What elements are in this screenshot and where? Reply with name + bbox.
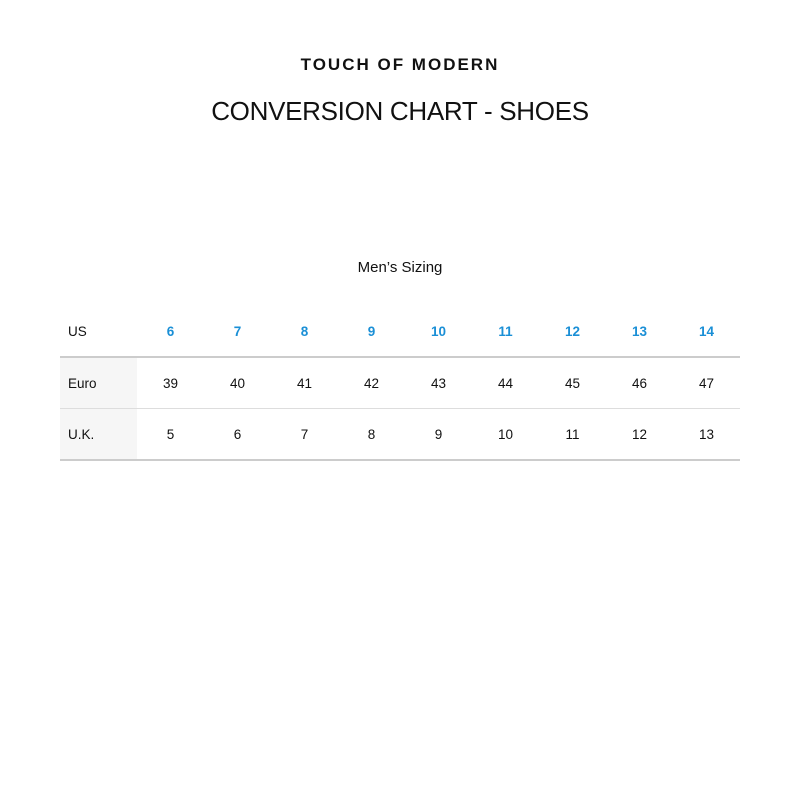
row-label: US: [60, 306, 137, 358]
size-cell: 39: [137, 357, 204, 409]
size-cell: 44: [472, 357, 539, 409]
size-cell: 12: [539, 306, 606, 358]
size-cell: 11: [472, 306, 539, 358]
header-row: US 6 7 8 9 10 11 12 13 14: [60, 306, 740, 358]
size-cell: 46: [606, 357, 673, 409]
size-cell: 45: [539, 357, 606, 409]
size-cell: 11: [539, 408, 606, 461]
table-row: U.K. 5 6 7 8 9 10 11 12 13: [60, 408, 740, 461]
table-row: Euro 39 40 41 42 43 44 45 46 47: [60, 357, 740, 409]
size-cell: 8: [271, 306, 338, 358]
size-cell: 10: [405, 306, 472, 358]
size-cell: 41: [271, 357, 338, 409]
size-cell: 9: [338, 306, 405, 358]
size-cell: 8: [338, 408, 405, 461]
row-label: Euro: [60, 357, 137, 409]
size-cell: 14: [673, 306, 740, 358]
size-cell: 42: [338, 357, 405, 409]
size-cell: 6: [204, 408, 271, 461]
size-cell: 7: [271, 408, 338, 461]
size-cell: 13: [673, 408, 740, 461]
size-conversion-table: US 6 7 8 9 10 11 12 13 14 Euro 39 40 41 42 43 44 45 46 47 U.…: [60, 306, 740, 461]
size-cell: 43: [405, 357, 472, 409]
size-cell: 10: [472, 408, 539, 461]
size-cell: 13: [606, 306, 673, 358]
size-cell: 5: [137, 408, 204, 461]
section-subtitle: Men’s Sizing: [357, 259, 443, 276]
size-cell: 40: [204, 357, 271, 409]
page-title: CONVERSION CHART - SHOES: [211, 96, 589, 126]
size-cell: 47: [673, 357, 740, 409]
brand-logo: TOUCH OF MODERN: [300, 55, 500, 74]
size-cell: 6: [137, 306, 204, 358]
size-cell: 12: [606, 408, 673, 461]
size-cell: 7: [204, 306, 271, 358]
size-cell: 9: [405, 408, 472, 461]
row-label: U.K.: [60, 408, 137, 461]
